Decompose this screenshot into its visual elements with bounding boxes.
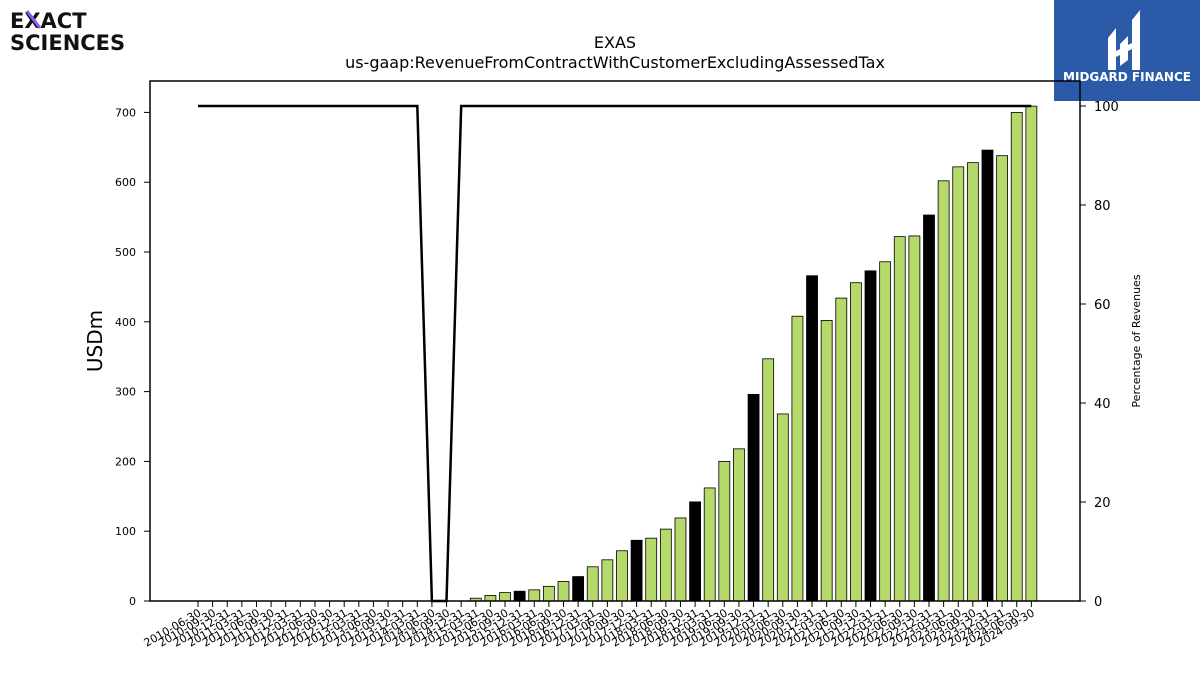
bar-2017-03-31	[586, 566, 599, 602]
bar-2023-12-31	[981, 149, 994, 602]
y-tick-label: 0	[129, 595, 136, 608]
y-tick-label: 600	[115, 176, 136, 189]
plot-frame	[149, 80, 1081, 602]
y-tick-label: 500	[115, 246, 136, 259]
bar-2024-03-31	[996, 155, 1008, 602]
bar-2018-03-31	[645, 537, 658, 602]
bar-2022-03-31	[879, 261, 892, 602]
y-tick-label: 200	[115, 455, 136, 468]
exact-sciences-logo: EXACT SCIENCES	[10, 9, 125, 55]
logo-line2: SCIENCES	[10, 31, 125, 55]
y-tick-label: 700	[115, 106, 136, 119]
bar-2019-06-30	[718, 461, 731, 602]
bar-2017-06-30	[601, 559, 614, 602]
bar-2019-03-31	[703, 487, 716, 602]
x-axis-ticks: 2010-06-302010-09-302010-12-312011-03-31…	[142, 601, 1037, 650]
bar-2016-03-31	[528, 589, 541, 602]
percentage-line	[198, 104, 1032, 603]
logo-x-accent	[25, 10, 42, 29]
bar-2024-09-30	[1025, 105, 1038, 602]
bar-2018-12-31	[689, 501, 701, 602]
bar-2016-12-31	[572, 576, 585, 602]
bar-2020-12-31	[806, 275, 818, 602]
chart-title: EXAS	[594, 33, 636, 52]
y2-tick-label: 20	[1094, 496, 1111, 511]
y2-tick-label: 100	[1094, 100, 1119, 115]
bar-2019-09-30	[733, 448, 745, 602]
y-axis-label: USDm	[83, 310, 107, 372]
bar-2023-09-30	[966, 162, 979, 602]
chart-subtitle: us-gaap:RevenueFromContractWithCustomerE…	[345, 53, 885, 72]
y-tick-label: 400	[115, 316, 136, 329]
bar-2015-12-31	[513, 590, 526, 602]
bar-2017-09-30	[616, 550, 628, 602]
bar-2024-06-30	[1010, 112, 1023, 602]
y2-tick-label: 80	[1094, 199, 1111, 214]
y-tick-label: 100	[115, 525, 136, 538]
bar-2018-06-30	[659, 528, 672, 602]
y2-tick-label: 0	[1094, 595, 1102, 610]
bar-2016-09-30	[557, 581, 570, 602]
bar-2022-12-31	[923, 214, 935, 602]
bar-2021-09-30	[850, 282, 862, 602]
bar-2021-03-31	[820, 320, 833, 602]
bars-group	[469, 105, 1038, 602]
bar-2020-03-31	[762, 358, 775, 602]
bar-2023-03-31	[937, 180, 950, 602]
bar-2022-06-30	[893, 236, 906, 602]
y-tick-label: 300	[115, 386, 136, 399]
bar-2017-12-31	[630, 539, 643, 602]
bar-2021-06-30	[835, 297, 848, 602]
midgard-emblem-icon	[1108, 10, 1140, 70]
logo-text: MIDGARD FINANCE	[1063, 70, 1191, 84]
y2-tick-label: 60	[1094, 298, 1111, 313]
bar-2018-09-30	[674, 517, 687, 602]
y2-axis-label: Percentage of Revenues	[1130, 274, 1143, 407]
bar-2016-06-30	[542, 585, 555, 602]
y2-axis-ticks: 0 20 40 60 80 100	[1080, 100, 1119, 610]
bar-2020-06-30	[776, 413, 789, 602]
bar-2023-06-30	[952, 166, 965, 602]
midgard-finance-logo: MIDGARD FINANCE	[1054, 0, 1200, 101]
bar-2020-09-30	[791, 315, 804, 602]
bar-2019-12-31	[747, 393, 760, 602]
bar-2015-09-30	[499, 592, 511, 602]
bar-2022-09-30	[908, 235, 921, 602]
bar-2021-12-31	[864, 270, 877, 602]
logo-line1: EXACT	[10, 9, 87, 33]
bar-2015-06-30	[484, 595, 497, 602]
y2-tick-label: 40	[1094, 397, 1111, 412]
y-axis-ticks: 0 100 200 300 400 500 600 700	[115, 106, 150, 608]
